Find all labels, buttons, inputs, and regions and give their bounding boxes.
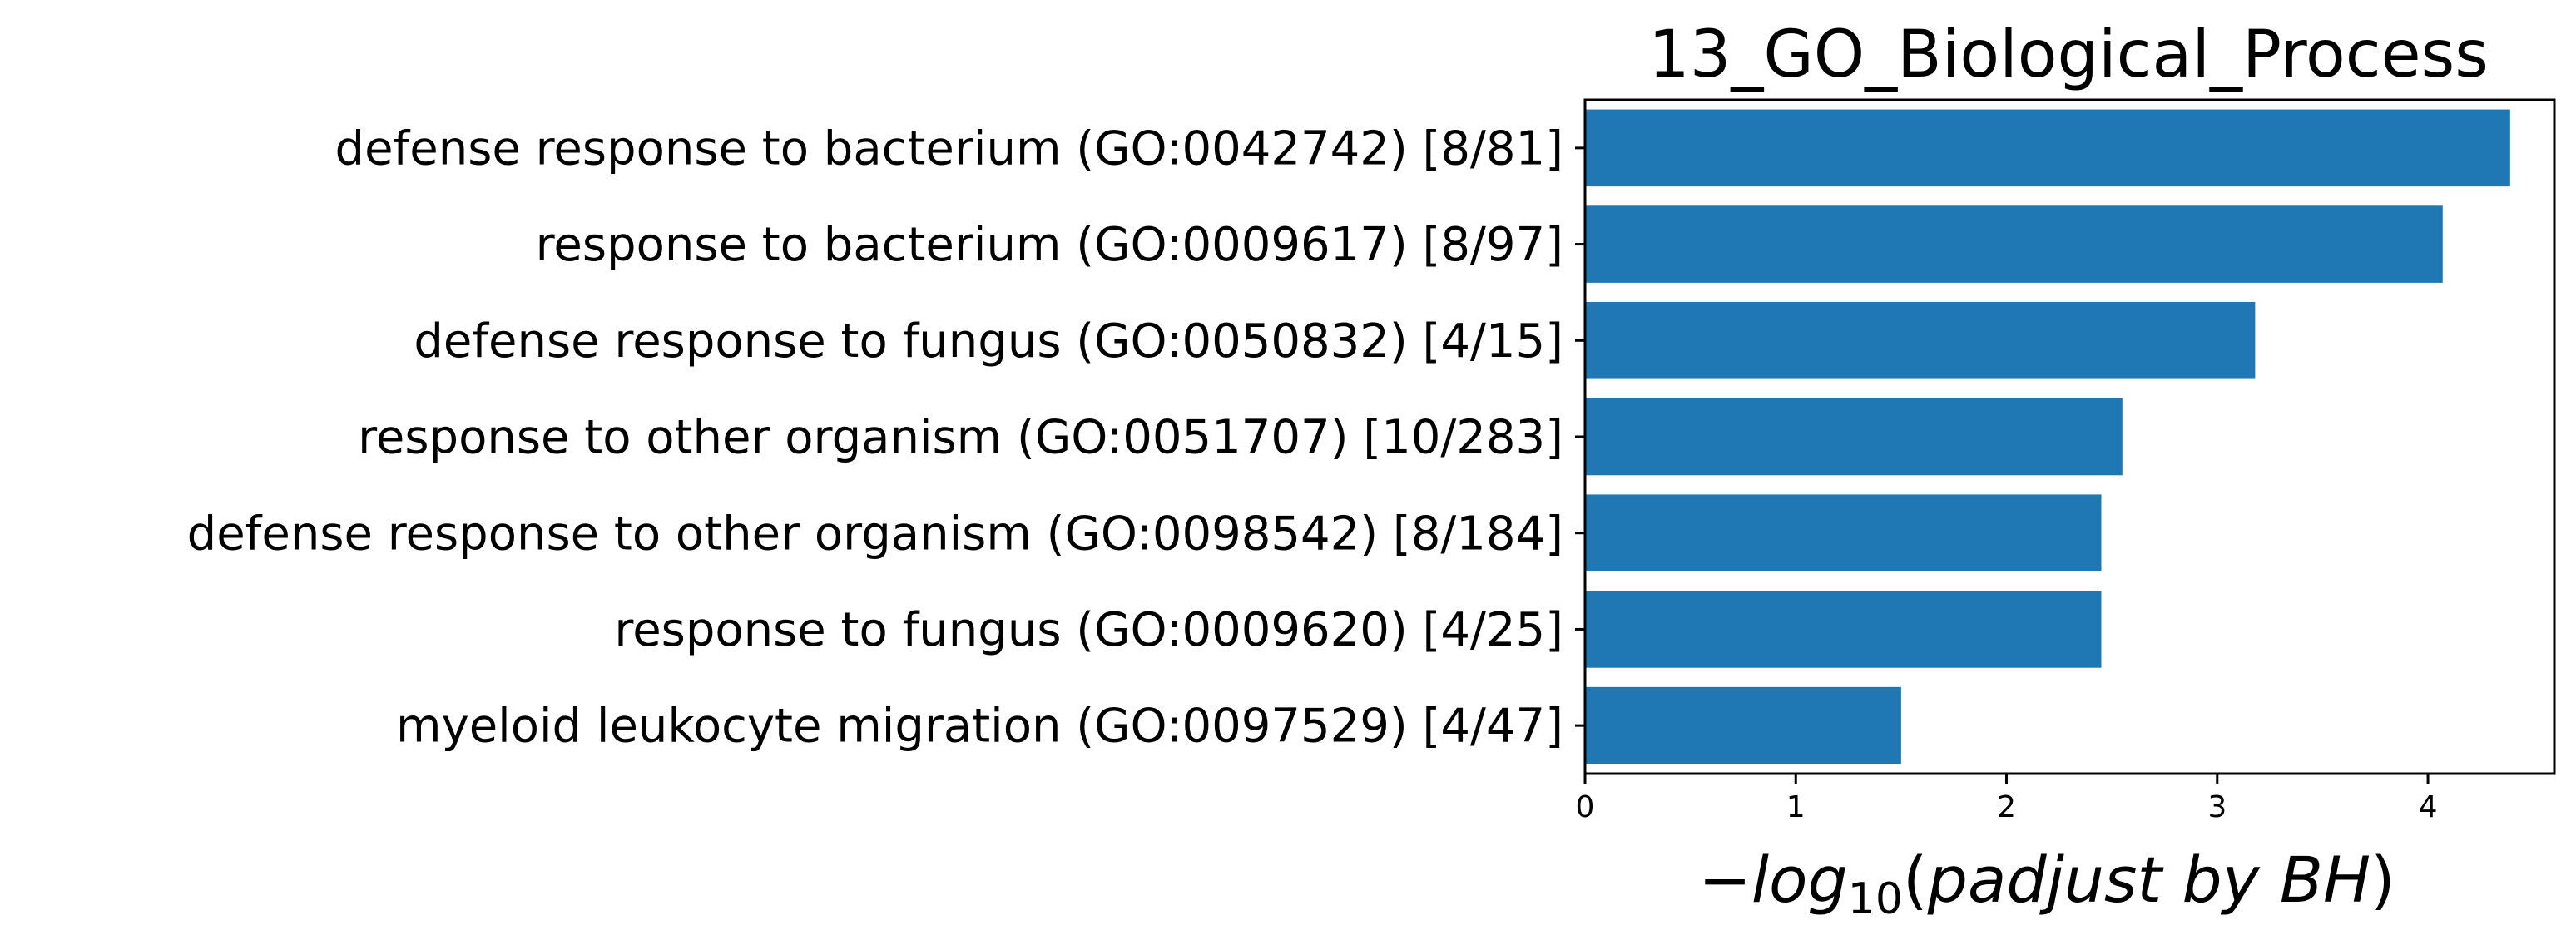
x-axis-label: −log10(padjust by BH) <box>1698 843 2395 924</box>
bars-group <box>1585 109 2510 764</box>
bar <box>1585 591 2102 668</box>
x-axis-label-rest: padjust by BH <box>1927 843 2371 917</box>
category-labels-group: defense response to bacterium (GO:004274… <box>187 121 1585 754</box>
x-tick-label: 2 <box>1997 790 2016 824</box>
category-label: myeloid leukocyte migration (GO:0097529)… <box>396 700 1563 754</box>
x-tick-label: 0 <box>1576 790 1595 824</box>
category-label: response to fungus (GO:0009620) [4/25] <box>614 603 1563 657</box>
category-label: response to bacterium (GO:0009617) [8/97… <box>536 218 1563 272</box>
x-axis-label-rest-open: ( <box>1903 843 1928 917</box>
bar <box>1585 205 2443 283</box>
plot-frame <box>1583 98 2556 775</box>
category-label: defense response to bacterium (GO:004274… <box>335 121 1563 176</box>
category-label: defense response to other organism (GO:0… <box>187 507 1563 561</box>
x-axis-label-log: log <box>1751 843 1848 917</box>
bar <box>1585 398 2123 476</box>
chart-title: 13_GO_Biological_Process <box>1648 17 2489 92</box>
axes-group <box>1583 98 2556 775</box>
x-axis-label-minus: − <box>1698 843 1751 917</box>
bar <box>1585 494 2102 571</box>
bar <box>1585 686 1901 764</box>
x-axis-label-subscript: 10 <box>1848 874 1903 924</box>
x-tick-label: 4 <box>2419 790 2438 824</box>
x-tick-label: 3 <box>2207 790 2227 824</box>
bar <box>1585 109 2510 187</box>
category-label: response to other organism (GO:0051707) … <box>358 411 1563 465</box>
x-tick-label: 1 <box>1786 790 1806 824</box>
bar <box>1585 302 2256 379</box>
x-axis-label-rest-close: ) <box>2370 843 2395 917</box>
category-label: defense response to fungus (GO:0050832) … <box>414 314 1563 369</box>
x-ticks-group: 0 1 2 3 4 <box>1576 774 2438 824</box>
